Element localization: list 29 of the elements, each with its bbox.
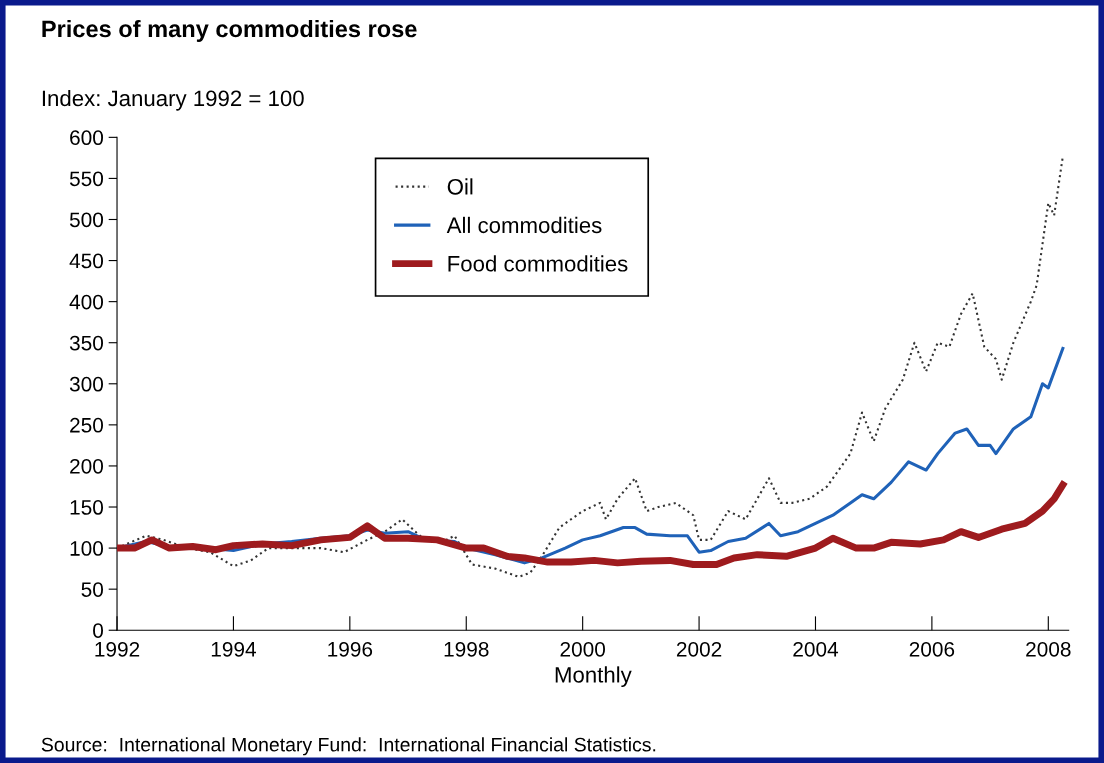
- x-tick-label: 1998: [444, 641, 489, 657]
- x-tick-label: 1994: [211, 641, 256, 657]
- y-tick-label: 200: [70, 458, 104, 474]
- x-tick-label: 1996: [328, 641, 373, 657]
- y-tick-label: 550: [69, 171, 104, 187]
- legend-label: Food commodities: [448, 255, 628, 272]
- x-tick-label: 2008: [1026, 641, 1071, 657]
- y-axis-title: Index: January 1992 = 100: [42, 89, 304, 111]
- y-tick-label: 0: [93, 623, 104, 638]
- x-tick-label: 2004: [793, 641, 839, 657]
- legend-label: Oil: [447, 178, 473, 195]
- x-axis-title: Monthly: [555, 666, 632, 688]
- chart-title: Prices of many commodities rose: [42, 19, 417, 42]
- y-tick-label: 350: [69, 335, 104, 351]
- source-note: Source: International Monetary Fund: International Financial Statistics.: [41, 737, 656, 756]
- y-tick-label: 250: [70, 417, 104, 433]
- x-tick-label: 2006: [909, 641, 955, 657]
- y-tick-label: 300: [69, 376, 104, 392]
- x-tick-label: 2000: [560, 641, 606, 657]
- y-tick-label: 100: [70, 541, 104, 556]
- y-tick-label: 600: [70, 130, 104, 146]
- y-tick-label: 500: [69, 212, 104, 228]
- y-tick-label: 150: [70, 500, 104, 515]
- y-tick-label: 400: [69, 294, 104, 310]
- x-tick-label: 1992: [95, 641, 140, 657]
- x-tick-label: 2002: [676, 641, 722, 657]
- y-tick-label: 50: [81, 582, 104, 597]
- legend-label: All commodities: [446, 216, 602, 234]
- y-tick-label: 450: [69, 253, 104, 269]
